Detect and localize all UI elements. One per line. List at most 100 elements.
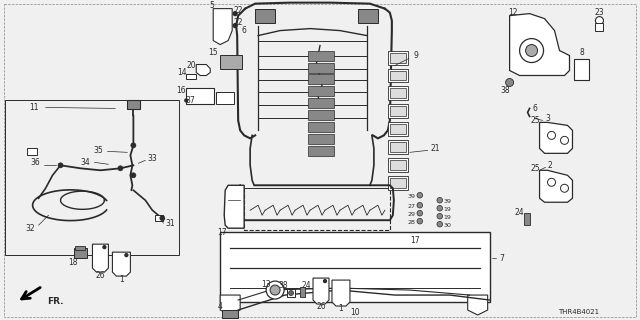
Text: 19: 19 [444, 207, 452, 212]
Text: 8: 8 [579, 48, 584, 57]
Bar [308, 86, 334, 96]
Circle shape [270, 285, 280, 295]
Polygon shape [540, 170, 573, 202]
Text: 10: 10 [350, 308, 360, 316]
Bar [308, 62, 334, 73]
Circle shape [118, 166, 123, 171]
Text: THR4B4021: THR4B4021 [558, 309, 600, 315]
Text: 14: 14 [177, 68, 187, 77]
Text: 25: 25 [531, 116, 540, 125]
Circle shape [437, 205, 442, 211]
Bar [388, 51, 408, 65]
Bar [390, 52, 406, 62]
Text: 22: 22 [234, 6, 243, 15]
Circle shape [323, 280, 326, 283]
Bar [220, 232, 490, 302]
Circle shape [595, 17, 604, 25]
Text: 23: 23 [595, 8, 604, 17]
Bar [4, 100, 179, 255]
Bar [222, 310, 238, 318]
Text: 2: 2 [547, 161, 552, 170]
Polygon shape [92, 244, 108, 272]
Bar [127, 100, 140, 109]
Bar [308, 110, 334, 120]
Bar [156, 215, 163, 221]
Bar [390, 142, 406, 152]
Text: 36: 36 [31, 158, 40, 167]
Text: 17: 17 [410, 236, 420, 245]
Text: 24: 24 [515, 208, 524, 217]
Text: 17: 17 [218, 228, 227, 237]
Bar [308, 51, 334, 60]
Text: 32: 32 [26, 224, 35, 233]
Text: 38: 38 [278, 281, 288, 290]
Bar [388, 158, 408, 172]
Circle shape [525, 44, 538, 57]
Circle shape [520, 39, 543, 62]
Circle shape [417, 211, 422, 216]
Bar [308, 123, 334, 132]
Bar [300, 287, 305, 297]
Text: 5: 5 [210, 1, 214, 10]
Text: 31: 31 [166, 219, 175, 228]
Polygon shape [196, 65, 210, 76]
Bar [388, 68, 408, 83]
Bar [388, 123, 408, 136]
Polygon shape [113, 252, 131, 276]
Bar [216, 92, 234, 104]
Bar [308, 99, 334, 108]
Circle shape [125, 254, 128, 257]
Polygon shape [313, 278, 329, 304]
Circle shape [289, 291, 294, 296]
Text: 28: 28 [408, 220, 416, 225]
Text: 30: 30 [444, 223, 452, 228]
Circle shape [58, 163, 63, 168]
Circle shape [131, 173, 136, 178]
Circle shape [437, 221, 442, 227]
Text: 3: 3 [545, 114, 550, 123]
Text: 39: 39 [444, 199, 452, 204]
Polygon shape [509, 14, 570, 76]
Circle shape [548, 178, 556, 186]
Circle shape [561, 184, 568, 192]
Text: 39: 39 [408, 194, 416, 199]
Bar [388, 176, 408, 190]
Bar [308, 75, 334, 84]
Text: 15: 15 [209, 48, 218, 57]
Polygon shape [468, 295, 488, 315]
Text: 11: 11 [29, 103, 38, 112]
Circle shape [103, 246, 106, 249]
Circle shape [160, 216, 165, 221]
Text: 6: 6 [532, 104, 537, 113]
Circle shape [131, 143, 136, 148]
Text: 16: 16 [177, 86, 186, 95]
Polygon shape [213, 9, 232, 44]
Circle shape [417, 219, 422, 224]
Circle shape [506, 78, 514, 86]
Text: 34: 34 [81, 158, 90, 167]
Bar [74, 248, 88, 258]
Circle shape [266, 281, 284, 299]
Bar [390, 124, 406, 134]
Circle shape [437, 213, 442, 219]
Circle shape [417, 203, 422, 208]
Text: 24: 24 [301, 281, 311, 290]
Bar [358, 9, 378, 23]
Bar [390, 178, 406, 188]
Text: FR.: FR. [47, 297, 64, 306]
Bar [575, 59, 589, 81]
Text: 6: 6 [242, 26, 246, 35]
Circle shape [548, 132, 556, 140]
Text: 26: 26 [316, 301, 326, 310]
Bar [595, 23, 604, 31]
Text: 29: 29 [408, 212, 416, 217]
Bar [220, 54, 242, 68]
Text: 13: 13 [261, 280, 271, 289]
Text: 12: 12 [508, 8, 517, 17]
Bar [390, 160, 406, 170]
Bar [308, 146, 334, 156]
Text: 19: 19 [444, 215, 452, 220]
Circle shape [185, 99, 188, 102]
Bar [388, 140, 408, 154]
Bar [186, 88, 214, 104]
